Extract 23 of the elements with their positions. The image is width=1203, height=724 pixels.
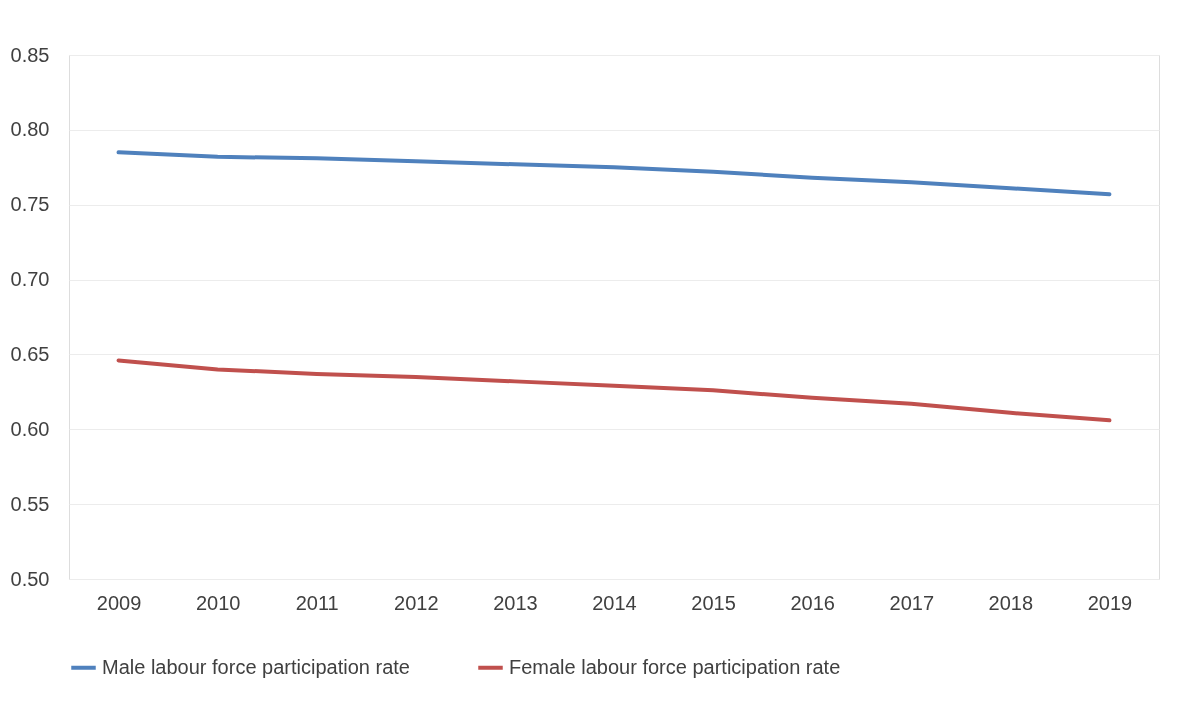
x-tick-label: 2019: [1087, 591, 1133, 614]
x-tick-label: 2012: [394, 591, 439, 614]
line-series: [116, 358, 1112, 423]
y-tick-label: 0.65: [10, 342, 50, 365]
line-series: [116, 150, 1112, 197]
x-tick-label: 2010: [195, 591, 241, 614]
x-tick-label: 2014: [592, 591, 637, 614]
y-tick-label: 0.70: [10, 268, 50, 291]
y-tick-label: 0.60: [10, 417, 50, 440]
y-tick-label: 0.75: [10, 193, 50, 216]
y-tick-label: 0.85: [10, 43, 50, 66]
x-tick-label: 2011: [295, 591, 339, 614]
legend-label: Male labour force participation rate: [102, 655, 410, 678]
x-tick-label: 2009: [96, 591, 142, 614]
y-tick-label: 0.55: [10, 492, 50, 515]
y-tick-label: 0.80: [10, 118, 50, 141]
y-tick-label: 0.50: [10, 567, 50, 590]
legend-label: Female labour force participation rate: [509, 655, 841, 678]
x-tick-label: 2015: [691, 591, 736, 614]
x-tick-label: 2013: [493, 591, 538, 614]
x-tick-label: 2017: [889, 591, 935, 614]
x-tick-label: 2018: [988, 591, 1034, 614]
x-tick-label: 2016: [790, 591, 835, 614]
